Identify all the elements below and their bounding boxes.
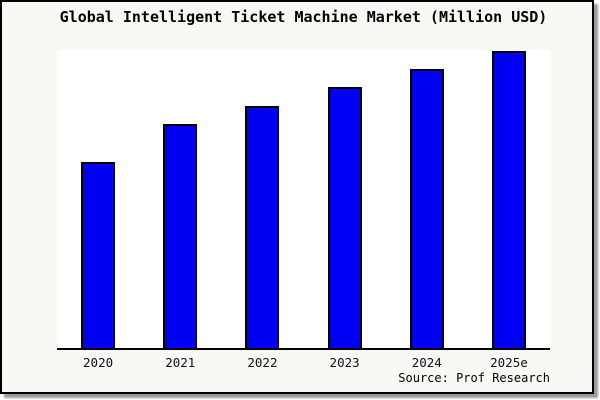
bar-slot xyxy=(304,50,386,348)
x-axis-labels: 2020 2021 2022 2023 2024 2025e xyxy=(57,355,550,370)
bar-2020 xyxy=(81,162,116,348)
bar-2022 xyxy=(245,105,280,348)
bars-container xyxy=(57,50,550,348)
bar-slot xyxy=(139,50,221,348)
bar-slot xyxy=(386,50,468,348)
chart-frame: Global Intelligent Ticket Machine Market… xyxy=(0,0,594,394)
bar-slot xyxy=(57,50,139,348)
bar-slot xyxy=(468,50,550,348)
x-tick-label-2020: 2020 xyxy=(83,355,114,370)
x-tick-label-2022: 2022 xyxy=(247,355,278,370)
x-tick-label-2023: 2023 xyxy=(329,355,360,370)
bar-slot xyxy=(221,50,303,348)
chart-title: Global Intelligent Ticket Machine Market… xyxy=(59,8,548,26)
bar-2021 xyxy=(163,123,198,348)
x-tick-label-2021: 2021 xyxy=(165,355,196,370)
bar-2024 xyxy=(409,68,444,348)
x-tick-label-2024: 2024 xyxy=(411,355,442,370)
bar-2025e xyxy=(491,51,526,348)
x-tick-label-2025e: 2025e xyxy=(490,355,528,370)
plot-area xyxy=(57,50,550,350)
bar-2023 xyxy=(327,86,362,348)
source-credit: Source: Prof Research xyxy=(398,371,550,385)
